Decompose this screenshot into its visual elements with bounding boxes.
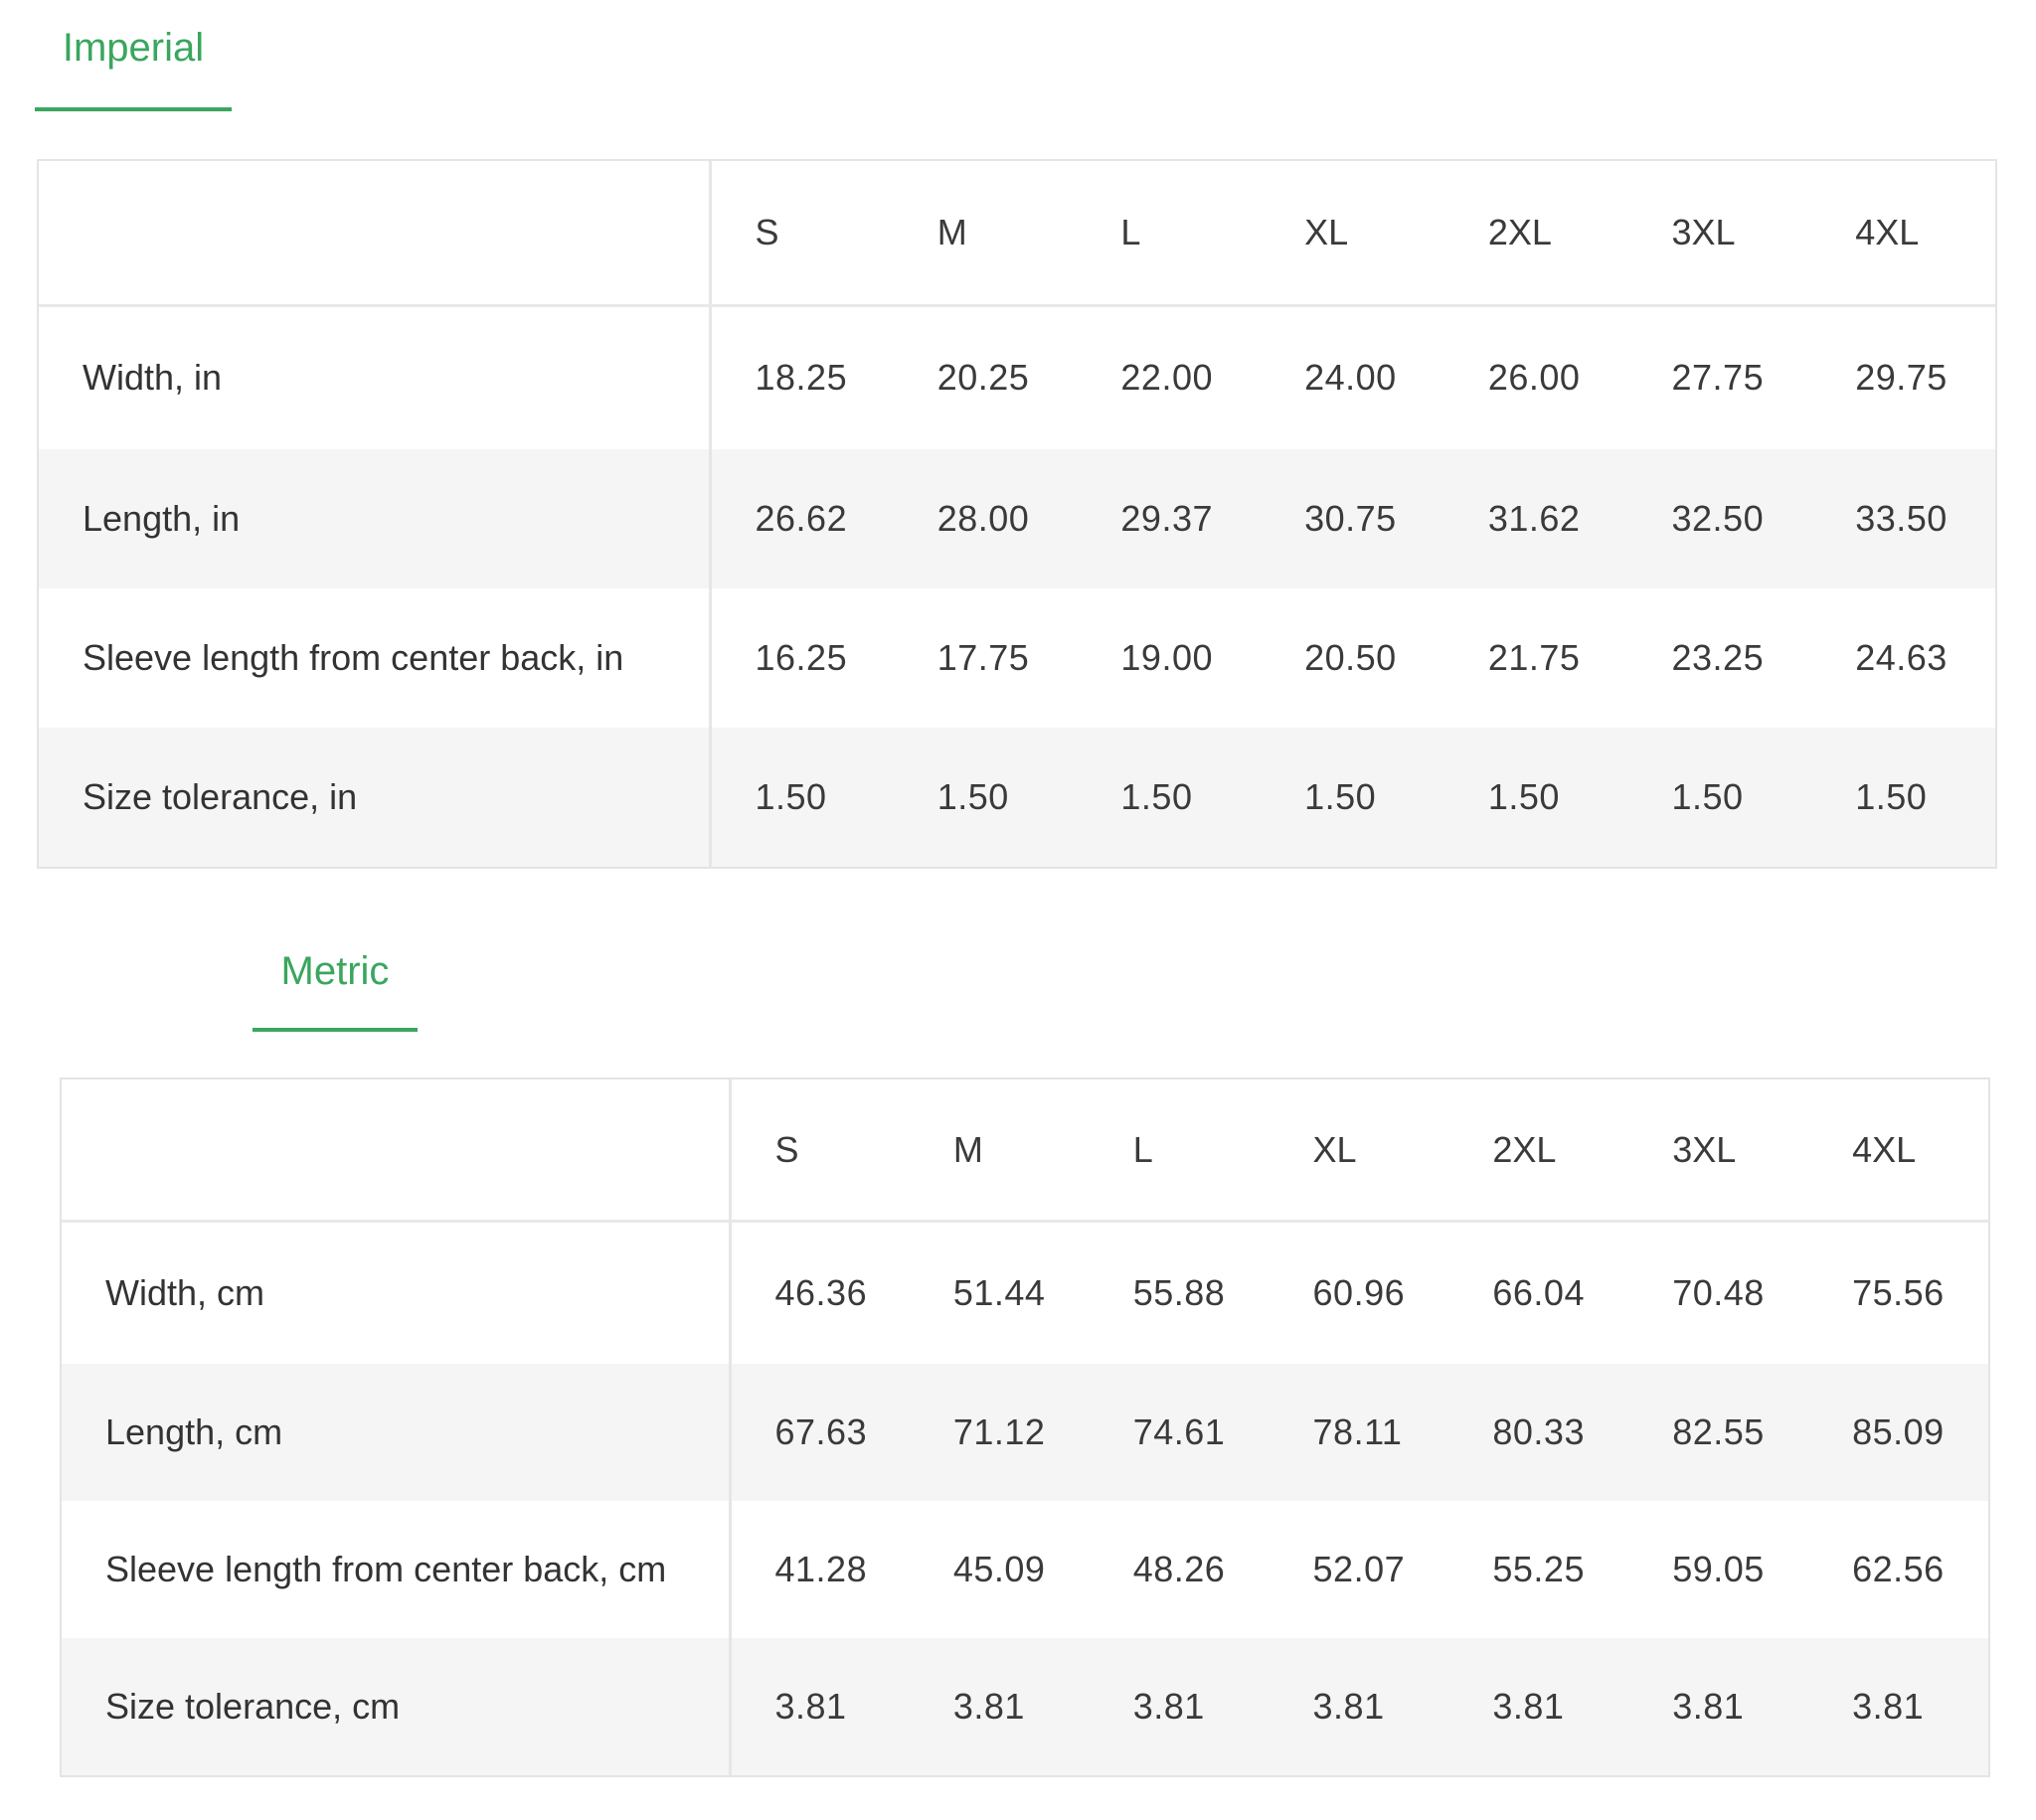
measurement-cell: 29.37 xyxy=(1077,449,1262,588)
measurement-cell: 3.81 xyxy=(909,1637,1090,1775)
measurement-cell: 1.50 xyxy=(710,728,894,867)
measurement-cell: 59.05 xyxy=(1672,1548,1765,1589)
measurement-cell: 66.04 xyxy=(1492,1272,1585,1314)
measurement-cell: 29.75 xyxy=(1855,357,1948,399)
measurement-cell: 3.81 xyxy=(1628,1637,1809,1775)
measurement-cell: 52.07 xyxy=(1312,1548,1406,1589)
measurement-cell: 48.26 xyxy=(1132,1548,1226,1589)
measurement-cell: 17.75 xyxy=(936,637,1030,678)
row-label: Length, cm xyxy=(62,1363,732,1501)
measurement-cell: 78.11 xyxy=(1269,1363,1449,1501)
size-header: L xyxy=(1077,161,1262,307)
size-header: L xyxy=(1089,1079,1270,1224)
measurement-cell: 3.81 xyxy=(1448,1637,1629,1775)
measurement-cell: 75.56 xyxy=(1852,1272,1945,1314)
size-header: M xyxy=(909,1079,1090,1224)
measurement-cell: 24.00 xyxy=(1304,357,1397,399)
measurement-cell: 20.25 xyxy=(936,357,1030,399)
measurement-cell: 60.96 xyxy=(1312,1272,1406,1314)
measurement-cell: 1.50 xyxy=(1077,728,1262,867)
table-row: Sleeve length from center back, cm 41.28… xyxy=(62,1500,1988,1638)
size-header: M xyxy=(893,161,1078,307)
measurement-cell: 26.62 xyxy=(710,449,894,588)
measurement-cell: 3.81 xyxy=(1089,1637,1270,1775)
row-label: Size tolerance, in xyxy=(39,728,712,867)
measurement-cell: 46.36 xyxy=(774,1272,868,1314)
measurement-cell: 24.63 xyxy=(1855,637,1948,678)
measurement-cell: 1.50 xyxy=(1443,728,1628,867)
measurement-cell: 62.56 xyxy=(1852,1548,1945,1589)
table-row: Size tolerance, cm 3.81 3.81 3.81 3.81 3… xyxy=(62,1637,1988,1775)
measurement-cell: 82.55 xyxy=(1628,1363,1809,1501)
measurement-cell: 32.50 xyxy=(1627,449,1812,588)
measurement-cell: 45.09 xyxy=(952,1548,1046,1589)
imperial-size-table-card: S M L XL 2XL 3XL 4XL Width, in 18.25 20.… xyxy=(37,159,1997,869)
header-corner-cell xyxy=(62,1079,732,1224)
table-header-row: S M L XL 2XL 3XL 4XL xyxy=(39,161,1995,307)
measurement-cell: 18.25 xyxy=(755,357,848,399)
header-corner-cell xyxy=(39,161,712,307)
measurement-cell: 67.63 xyxy=(730,1363,910,1501)
measurement-cell: 30.75 xyxy=(1261,449,1444,588)
measurement-cell: 19.00 xyxy=(1120,637,1213,678)
measurement-cell: 51.44 xyxy=(952,1272,1046,1314)
size-header: 4XL xyxy=(1808,1079,1988,1224)
measurement-cell: 22.00 xyxy=(1120,357,1213,399)
measurement-cell: 27.75 xyxy=(1671,357,1765,399)
measurement-cell: 71.12 xyxy=(909,1363,1090,1501)
measurement-cell: 80.33 xyxy=(1448,1363,1629,1501)
measurement-cell: 26.00 xyxy=(1487,357,1581,399)
table-header-row: S M L XL 2XL 3XL 4XL xyxy=(62,1079,1988,1224)
measurement-cell: 55.88 xyxy=(1132,1272,1226,1314)
size-header: XL xyxy=(1269,1079,1449,1224)
size-header: 3XL xyxy=(1628,1079,1809,1224)
measurement-cell: 70.48 xyxy=(1672,1272,1765,1314)
measurement-cell: 85.09 xyxy=(1808,1363,1988,1501)
size-header: 4XL xyxy=(1811,161,1995,307)
table-row: Sleeve length from center back, in 16.25… xyxy=(39,588,1995,728)
row-label: Length, in xyxy=(39,449,712,588)
table-row: Length, cm 67.63 71.12 74.61 78.11 80.33… xyxy=(62,1363,1988,1501)
measurement-cell: 55.25 xyxy=(1492,1548,1585,1589)
metric-size-table: S M L XL 2XL 3XL 4XL Width, cm 46.36 51.… xyxy=(62,1079,1988,1775)
measurement-cell: 41.28 xyxy=(774,1548,868,1589)
size-header: S xyxy=(710,161,894,307)
row-label: Sleeve length from center back, cm xyxy=(62,1500,732,1638)
measurement-cell: 3.81 xyxy=(1269,1637,1449,1775)
table-row: Width, in 18.25 20.25 22.00 24.00 26.00 … xyxy=(39,305,1995,449)
tab-imperial[interactable]: Imperial xyxy=(35,0,232,111)
size-header: 2XL xyxy=(1448,1079,1629,1224)
measurement-cell: 23.25 xyxy=(1671,637,1765,678)
table-row: Width, cm 46.36 51.44 55.88 60.96 66.04 … xyxy=(62,1221,1988,1364)
measurement-cell: 1.50 xyxy=(1627,728,1812,867)
measurement-cell: 21.75 xyxy=(1487,637,1581,678)
measurement-cell: 20.50 xyxy=(1304,637,1397,678)
row-label: Width, in xyxy=(39,305,712,449)
measurement-cell: 3.81 xyxy=(1808,1637,1988,1775)
size-header: 3XL xyxy=(1627,161,1812,307)
measurement-cell: 28.00 xyxy=(893,449,1078,588)
measurement-cell: 1.50 xyxy=(1261,728,1444,867)
measurement-cell: 33.50 xyxy=(1811,449,1995,588)
table-row: Length, in 26.62 28.00 29.37 30.75 31.62… xyxy=(39,449,1995,588)
row-label: Size tolerance, cm xyxy=(62,1637,732,1775)
tab-metric[interactable]: Metric xyxy=(253,919,418,1032)
measurement-cell: 1.50 xyxy=(1811,728,1995,867)
measurement-cell: 16.25 xyxy=(755,637,848,678)
metric-size-table-card: S M L XL 2XL 3XL 4XL Width, cm 46.36 51.… xyxy=(60,1077,1990,1777)
row-label: Width, cm xyxy=(62,1221,732,1364)
table-row: Size tolerance, in 1.50 1.50 1.50 1.50 1… xyxy=(39,728,1995,867)
measurement-cell: 31.62 xyxy=(1443,449,1628,588)
measurement-cell: 1.50 xyxy=(893,728,1078,867)
size-header: XL xyxy=(1261,161,1444,307)
imperial-size-table: S M L XL 2XL 3XL 4XL Width, in 18.25 20.… xyxy=(39,161,1995,867)
size-header: S xyxy=(730,1079,910,1224)
row-label: Sleeve length from center back, in xyxy=(39,588,712,728)
measurement-cell: 74.61 xyxy=(1089,1363,1270,1501)
size-header: 2XL xyxy=(1443,161,1628,307)
measurement-cell: 3.81 xyxy=(730,1637,910,1775)
